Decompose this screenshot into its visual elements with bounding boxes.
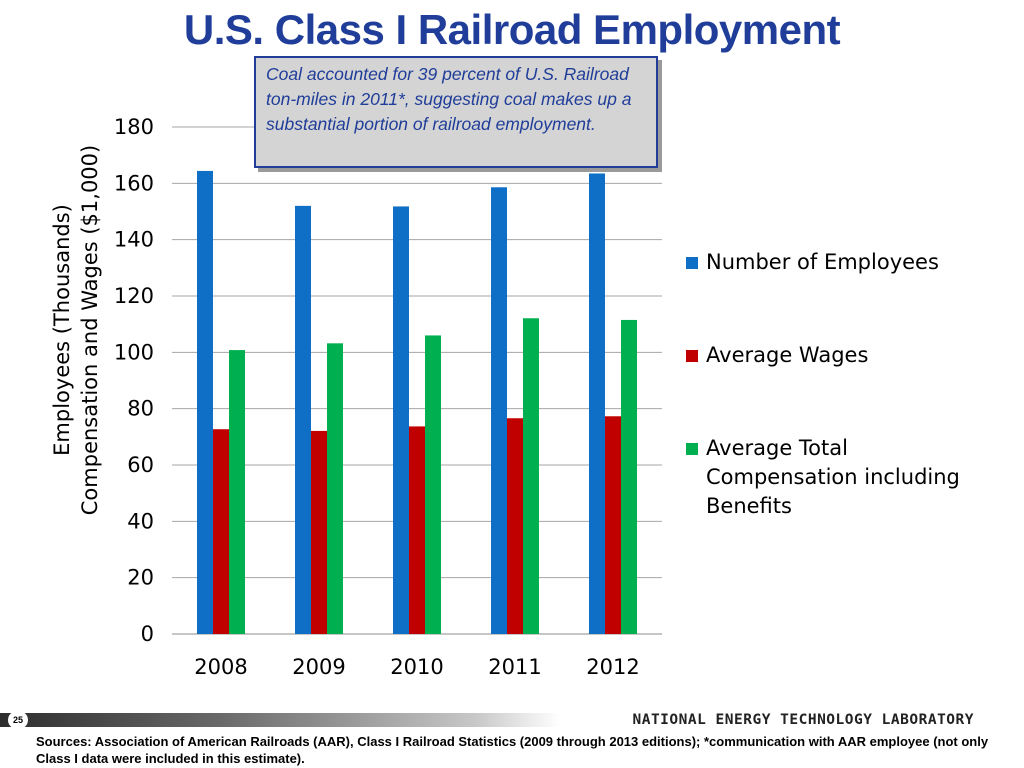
- legend-swatch-wages: [686, 350, 698, 362]
- bar-wages-2012: [605, 416, 621, 634]
- bar-wages-2009: [311, 430, 327, 634]
- legend-swatch-compensation: [686, 443, 698, 455]
- bar-compensation-2012: [621, 319, 637, 634]
- y-tick-label: 100: [114, 340, 154, 364]
- y-tick-label: 80: [127, 397, 154, 421]
- page-number: 25: [8, 711, 28, 729]
- x-tick-label: 2012: [586, 655, 639, 679]
- bar-compensation-2009: [327, 343, 343, 634]
- y-tick-labels: 0 20 40 60 80 100 120 140 160 180: [114, 115, 154, 646]
- sources-note: Sources: Association of American Railroa…: [36, 734, 989, 766]
- y-tick-label: 20: [127, 566, 154, 590]
- y-tick-label: 0: [141, 622, 154, 646]
- y-axis-label-line1: Employees (Thousands): [50, 204, 74, 456]
- bar-compensation-2008: [229, 350, 245, 634]
- bars: [197, 170, 637, 634]
- y-tick-label: 140: [114, 228, 154, 252]
- footer-gradient: [0, 713, 560, 727]
- bar-wages-2008: [213, 429, 229, 634]
- bar-employees-2010: [393, 206, 409, 634]
- y-tick-label: 120: [114, 284, 154, 308]
- footer-bar: 25 NATIONAL ENERGY TECHNOLOGY LABORATORY: [0, 709, 1024, 731]
- bar-employees-2011: [491, 187, 507, 634]
- bar-wages-2011: [507, 418, 523, 634]
- x-tick-label: 2008: [194, 655, 247, 679]
- legend-item-compensation: Average Total Compensation including Ben…: [686, 434, 986, 521]
- x-tick-labels: 2008 2009 2010 2011 2012: [194, 655, 639, 679]
- y-tick-label: 40: [127, 509, 154, 533]
- y-tick-label: 180: [114, 115, 154, 139]
- legend-label-wages: Average Wages: [706, 343, 869, 367]
- bar-compensation-2010: [425, 335, 441, 634]
- legend-item-employees: Number of Employees: [686, 248, 939, 277]
- bar-wages-2010: [409, 426, 425, 634]
- coal-callout-box: Coal accounted for 39 percent of U.S. Ra…: [254, 56, 658, 168]
- legend-label-compensation: Average Total Compensation including Ben…: [706, 436, 960, 518]
- x-tick-label: 2009: [292, 655, 345, 679]
- bar-employees-2012: [589, 173, 605, 634]
- legend-label-employees: Number of Employees: [706, 250, 939, 274]
- bar-employees-2009: [295, 205, 311, 634]
- bar-compensation-2011: [523, 318, 539, 634]
- organization-logo-text: NATIONAL ENERGY TECHNOLOGY LABORATORY: [632, 712, 974, 728]
- y-tick-label: 160: [114, 171, 154, 195]
- y-tick-label: 60: [127, 453, 154, 477]
- slide-title: U.S. Class I Railroad Employment: [183, 6, 841, 53]
- legend-item-wages: Average Wages: [686, 341, 868, 370]
- x-tick-label: 2011: [488, 655, 541, 679]
- y-axis-label-line2: Compensation and Wages ($1,000): [78, 144, 102, 516]
- x-tick-label: 2010: [390, 655, 443, 679]
- bar-employees-2008: [197, 170, 213, 634]
- legend-swatch-employees: [686, 257, 698, 269]
